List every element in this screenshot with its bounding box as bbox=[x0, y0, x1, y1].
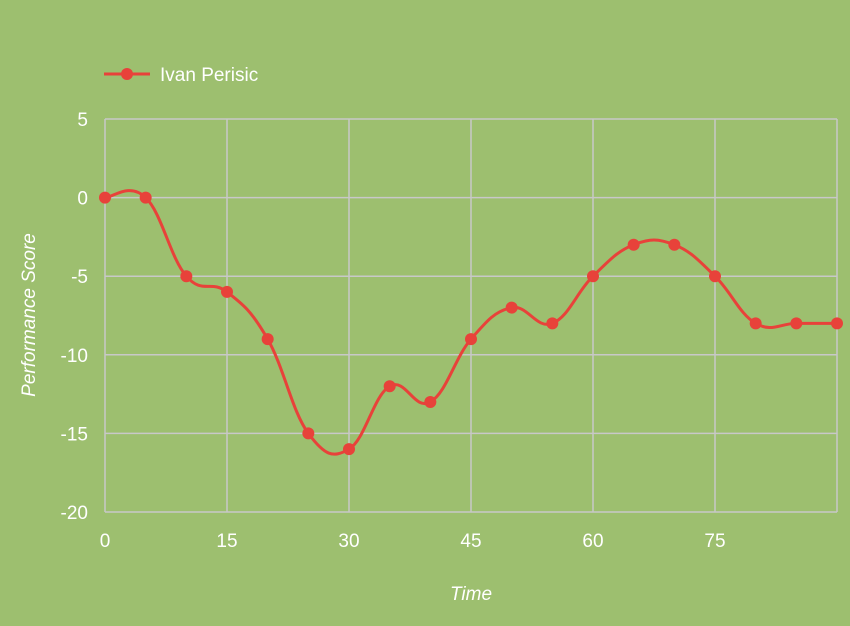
data-point bbox=[180, 270, 193, 283]
x-axis-ticks: 0 15 30 45 60 75 bbox=[100, 531, 726, 552]
data-point bbox=[99, 191, 111, 204]
y-axis-title: Performance Score bbox=[19, 233, 40, 397]
x-tick-label: 15 bbox=[216, 531, 237, 552]
data-point bbox=[424, 395, 437, 408]
data-point bbox=[587, 270, 599, 283]
data-point bbox=[302, 427, 315, 440]
legend-label: Ivan Perisic bbox=[160, 65, 258, 86]
data-point bbox=[139, 191, 152, 204]
data-point bbox=[790, 317, 803, 330]
y-tick-label: -20 bbox=[61, 503, 88, 524]
y-axis-ticks: 5 0 -5 -10 -15 -20 bbox=[61, 110, 88, 524]
data-point bbox=[831, 317, 843, 330]
y-tick-label: -10 bbox=[61, 346, 88, 367]
series-layer bbox=[99, 189, 843, 456]
data-point bbox=[668, 238, 681, 251]
y-tick-label: -5 bbox=[71, 267, 88, 288]
x-tick-label: 60 bbox=[582, 531, 603, 552]
data-point bbox=[546, 317, 559, 330]
legend: Ivan Perisic bbox=[104, 65, 258, 86]
data-point bbox=[343, 443, 355, 456]
data-point bbox=[383, 380, 396, 393]
x-tick-label: 0 bbox=[100, 531, 111, 552]
data-point bbox=[261, 333, 274, 346]
grid bbox=[104, 118, 838, 513]
y-tick-label: 0 bbox=[77, 189, 88, 210]
x-axis-title: Time bbox=[450, 584, 492, 605]
legend-marker bbox=[121, 68, 133, 80]
y-tick-label: 5 bbox=[77, 110, 88, 131]
x-tick-label: 75 bbox=[704, 531, 725, 552]
y-tick-label: -15 bbox=[61, 424, 88, 445]
x-tick-label: 30 bbox=[338, 531, 359, 552]
data-point bbox=[505, 301, 518, 314]
x-tick-label: 45 bbox=[460, 531, 481, 552]
data-point bbox=[221, 285, 233, 298]
data-point bbox=[709, 270, 721, 283]
data-point bbox=[627, 238, 640, 251]
data-point bbox=[465, 333, 477, 346]
data-point bbox=[749, 317, 762, 330]
